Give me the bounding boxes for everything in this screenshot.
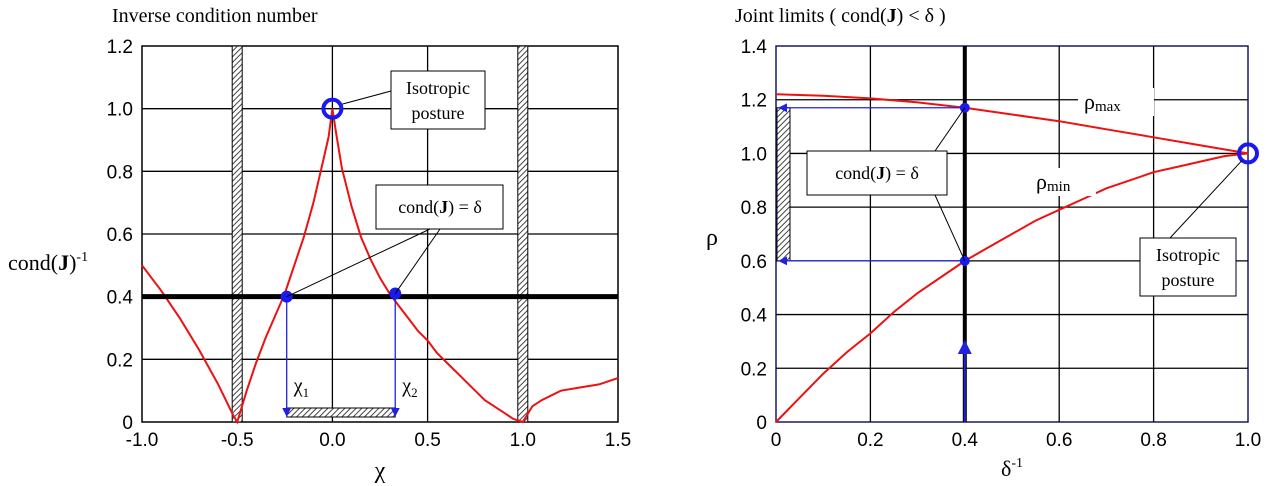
- rho-max-label-bg: [1078, 88, 1154, 116]
- chart1-x-tick-label: -1.0: [126, 430, 159, 451]
- rho-range-band: [776, 107, 791, 262]
- chart2-y-tick-label: 1.4: [741, 37, 768, 58]
- chart2-y-tick-label: 1.2: [741, 91, 767, 112]
- threshold-leader-line-b: [394, 228, 441, 294]
- rho-min-label: ρmin: [1036, 169, 1071, 195]
- threshold-label-box: [375, 184, 504, 230]
- chart1-grid: [141, 45, 619, 423]
- cond-leader-line-b: [934, 194, 966, 262]
- chi-label: χ1: [293, 375, 309, 400]
- chart2-y-tick-label: 0.8: [741, 198, 767, 219]
- isotropic-leader-line-1: [340, 90, 392, 106]
- joint-limit-band: [517, 45, 529, 423]
- chart1-x-tick-label: 1.5: [605, 430, 631, 451]
- chart1-x-tick-label: 0.5: [414, 430, 440, 451]
- threshold-leader-line-a: [286, 228, 431, 298]
- chart-inverse-condition-number: Inverse condition number χ1 χ2 Isotropic …: [8, 5, 631, 484]
- chart2-x-tick-label: 1.0: [1235, 430, 1261, 451]
- isotropic-leader-line-2: [1169, 160, 1243, 239]
- chart1-y-tick-label: 1.0: [107, 100, 133, 121]
- chi-label: χ2: [401, 375, 417, 400]
- chart1-y-tick-label: 1.2: [107, 37, 133, 58]
- chart2-x-tick-label: 0.6: [1046, 430, 1072, 451]
- isotropic-label-1-line2: posture: [412, 103, 465, 123]
- chart2-y-tick-label: 0.2: [741, 359, 767, 380]
- chart2-y-tick-label: 1.0: [741, 144, 767, 165]
- chart1-y-tick-label: 0.2: [107, 350, 133, 371]
- joint-limit-band: [231, 45, 243, 423]
- chart1-threshold: χ1 χ2: [142, 287, 618, 418]
- cond-label: cond(J) = δ: [835, 163, 919, 184]
- inverse-condition-curve: [141, 108, 619, 425]
- rho-max-curve: [775, 93, 1249, 155]
- chart2-y-tick-label: 0.4: [741, 306, 768, 327]
- rho-max-label: ρmax: [1084, 89, 1121, 115]
- chart1-x-axis-label: χ: [374, 458, 386, 484]
- isotropic-label-2-line1: Isotropic: [1156, 245, 1220, 265]
- chart1-x-tick-label: -0.5: [221, 430, 254, 451]
- isotropic-label-2-line2: posture: [1162, 270, 1215, 290]
- chart1-y-axis-label: cond(J)-1: [8, 250, 88, 275]
- chart1-curves: [141, 108, 619, 425]
- chart1-y-tick-label: 0: [122, 413, 133, 434]
- chart2-guides: [778, 46, 1259, 422]
- chart2-x-axis-label: δ-1: [1001, 456, 1023, 481]
- isotropic-label-box-2: [1139, 237, 1237, 297]
- feasible-interval-band: [286, 407, 396, 418]
- chart2-annotations: ρmax ρmin cond(J) = δ Isotropic posture: [806, 88, 1243, 297]
- chart1-x-tick-label: 1.0: [510, 430, 536, 451]
- chart2-title: Joint limits ( cond(J) < δ ): [735, 5, 946, 27]
- rho-min-label-bg: [1030, 168, 1096, 196]
- rho-min-curve: [775, 152, 1249, 423]
- isotropic-marker-1: [321, 97, 344, 120]
- chart1-y-tick-label: 0.8: [107, 162, 133, 183]
- chart1-x-tick-label: 0.0: [319, 430, 345, 451]
- isotropic-marker-2: [1237, 142, 1259, 165]
- cond-leader-line-a: [934, 107, 966, 152]
- chart2-x-tick-label: 0: [771, 430, 782, 451]
- chart2-rho-range: [776, 107, 791, 262]
- isotropic-label-box-1: [390, 70, 486, 130]
- chart2-y-tick-label: 0: [756, 413, 767, 434]
- chart2-tick-labels: 0 0.2 0.4 0.6 0.8 1.0 0 0.2 0.4 0.6 0.8 1.0 1.2 1.4: [741, 37, 1262, 451]
- chart1-annotations: Isotropic posture cond(J) = δ: [286, 70, 504, 298]
- chart1-y-tick-label: 0.6: [107, 225, 133, 246]
- isotropic-label-1-line1: Isotropic: [406, 78, 470, 98]
- cond-label-box: [806, 150, 948, 196]
- chart2-curves: [775, 93, 1249, 423]
- chart-joint-limits: Joint limits ( cond(J) < δ ) ρmax ρmin c…: [706, 5, 1261, 481]
- chart2-y-axis-label: ρ: [706, 225, 718, 251]
- chart2-y-tick-label: 0.6: [741, 252, 767, 273]
- chart2-x-tick-label: 0.4: [952, 430, 979, 451]
- chart1-y-tick-label: 0.4: [107, 288, 134, 309]
- threshold-label: cond(J) = δ: [398, 197, 482, 218]
- chart2-x-tick-label: 0.8: [1140, 430, 1166, 451]
- chart1-title: Inverse condition number: [112, 5, 318, 27]
- chart2-x-tick-label: 0.2: [857, 430, 883, 451]
- chart1-tick-labels: -1.0 -0.5 0.0 0.5 1.0 1.5 0 0.2 0.4 0.6 0.8 1.0 1.2: [107, 37, 632, 451]
